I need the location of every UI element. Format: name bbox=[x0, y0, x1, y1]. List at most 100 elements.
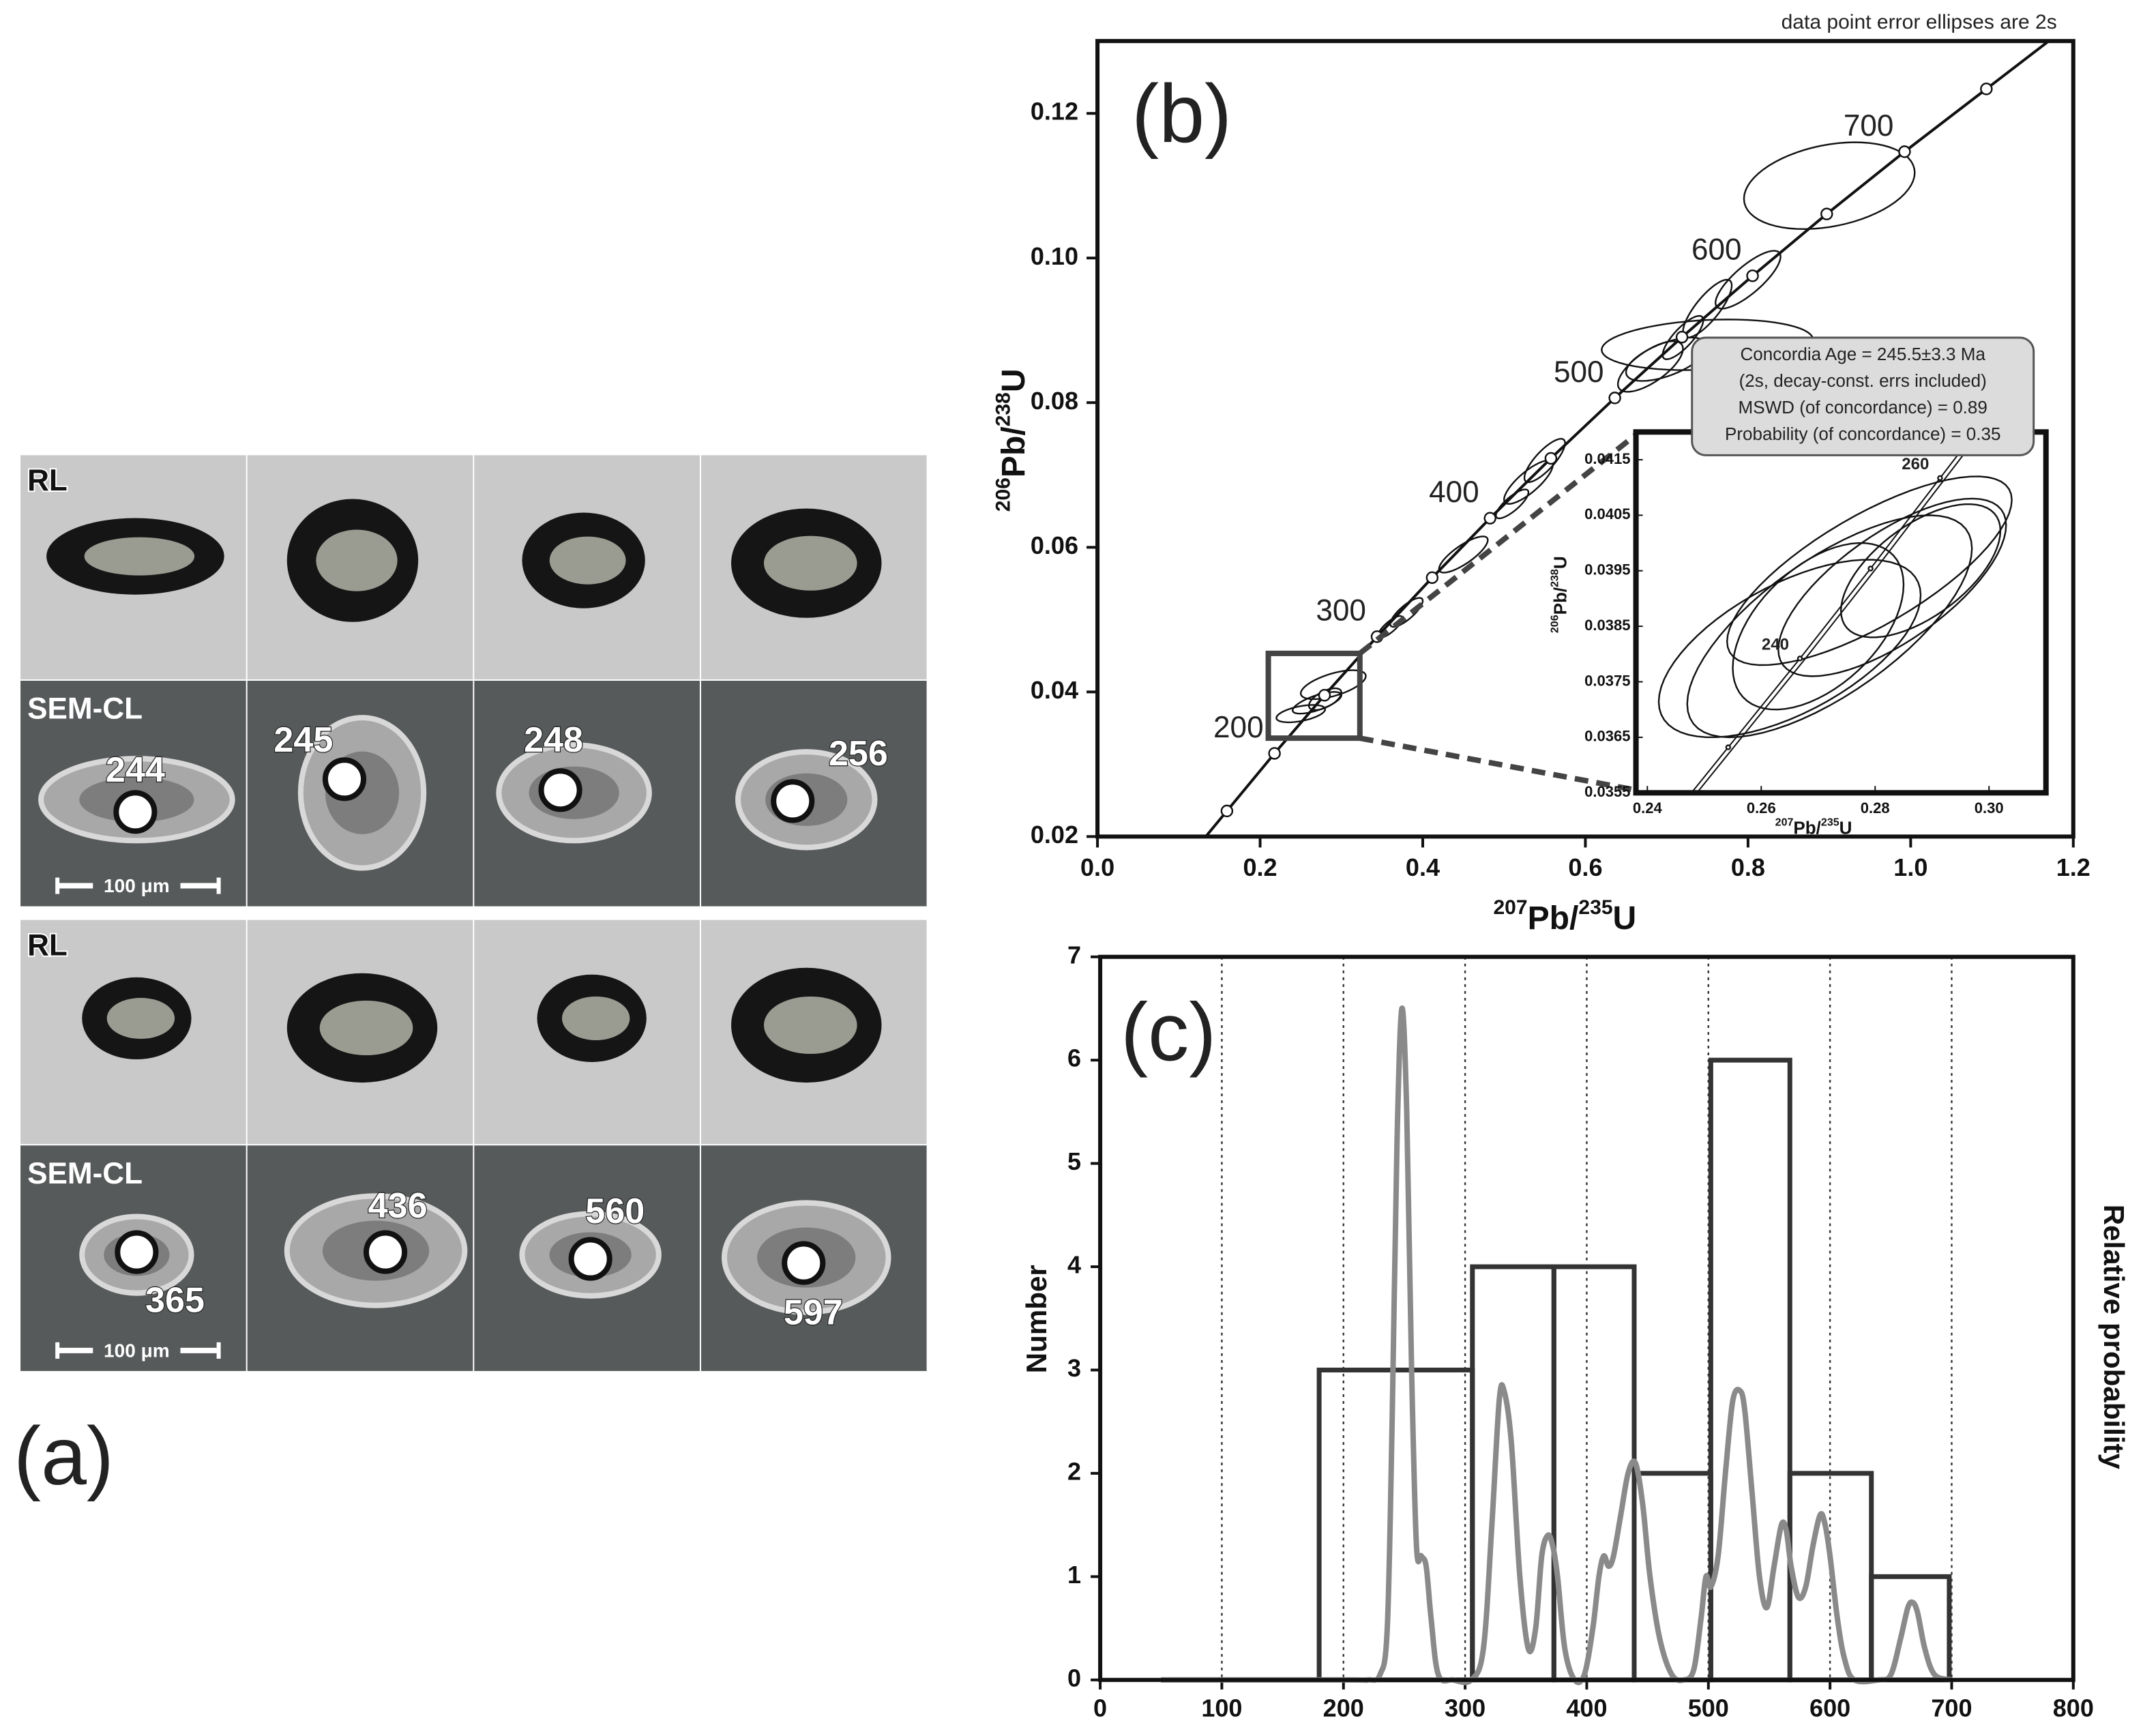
concordia-marker bbox=[1797, 656, 1803, 662]
concordia: 200 300 400 500 600 700 bbox=[1204, 41, 2052, 837]
error-ellipse bbox=[1616, 340, 1684, 393]
x-tick-label: 0.6 bbox=[1568, 853, 1602, 881]
concordia-marker bbox=[1867, 565, 1874, 572]
spot bbox=[113, 790, 158, 834]
spot bbox=[322, 757, 367, 801]
spot bbox=[568, 1237, 612, 1281]
ellipses bbox=[1657, 475, 2013, 739]
axis-label-element: Pb/ bbox=[1528, 900, 1579, 937]
y-tick-label: 0.06 bbox=[1031, 531, 1078, 559]
x-tick-label: 0.2 bbox=[1243, 853, 1277, 881]
annotation-line: MSWD (of concordance) = 0.89 bbox=[1739, 397, 1987, 417]
spot-age: 560 bbox=[585, 1192, 645, 1231]
spot bbox=[771, 779, 815, 823]
axis-label-mass: 207 bbox=[1775, 816, 1794, 829]
inset-y-tick-label: 0.0405 bbox=[1584, 505, 1630, 523]
cl-label: SEM-CL bbox=[27, 1157, 143, 1190]
x-tick-label: 0 bbox=[1093, 1694, 1107, 1722]
age-label: 240 bbox=[1762, 635, 1789, 653]
axis-label: 207Pb/235U bbox=[1493, 896, 1636, 937]
inset-y-tick-label: 0.0375 bbox=[1584, 672, 1630, 689]
concordia-marker bbox=[1425, 571, 1439, 585]
error-ellipse bbox=[1307, 687, 1342, 711]
axis-label-element: U bbox=[1550, 556, 1571, 569]
crystal-core bbox=[316, 529, 398, 591]
x-tick-label: 600 bbox=[1809, 1694, 1850, 1722]
age-label: 600 bbox=[1691, 233, 1742, 267]
plot-frame bbox=[1095, 39, 2075, 839]
inset-y-tick-label: 0.0355 bbox=[1584, 783, 1630, 800]
annotation-box bbox=[1691, 336, 2035, 456]
spot bbox=[782, 1241, 826, 1285]
x-tick-label: 0.4 bbox=[1406, 853, 1440, 881]
rl-label: RL bbox=[27, 464, 68, 497]
axis-label-mass: 235 bbox=[1821, 816, 1839, 829]
scale-bg bbox=[93, 1338, 181, 1363]
age-label: 260 bbox=[1902, 455, 1929, 473]
axis-label-element: U bbox=[995, 368, 1032, 392]
error-ellipse bbox=[1275, 704, 1327, 724]
axis-label: 206Pb/238U bbox=[992, 368, 1032, 512]
spot bbox=[364, 1230, 408, 1274]
inset-y-tick-label: 0.0365 bbox=[1584, 728, 1630, 745]
axis-label-element: U bbox=[1613, 900, 1637, 937]
y-tick-label: 5 bbox=[1067, 1147, 1081, 1175]
axis-label-element: U bbox=[1839, 818, 1852, 838]
annotation-line: (2s, decay-const. errs included) bbox=[1739, 370, 1987, 391]
concordia-marker bbox=[1980, 83, 1993, 95]
x-tick-label: 700 bbox=[1931, 1694, 1972, 1722]
x-tick-label: 300 bbox=[1445, 1694, 1486, 1722]
y-tick-label: 7 bbox=[1067, 941, 1081, 969]
x-tick-label: 500 bbox=[1688, 1694, 1729, 1722]
age-label: 700 bbox=[1844, 109, 1894, 143]
x-tick-label: 0.8 bbox=[1731, 853, 1765, 881]
error-ellipse bbox=[1657, 559, 1922, 738]
scale-label: 100 μm bbox=[104, 1340, 170, 1361]
y-tick-label: 3 bbox=[1067, 1354, 1081, 1382]
concordia-marker bbox=[1544, 452, 1558, 465]
spot-age: 244 bbox=[106, 750, 165, 790]
spot bbox=[538, 768, 582, 812]
crystal-core bbox=[763, 535, 857, 591]
concordia-marker bbox=[1898, 145, 1911, 158]
panel-label: (a) bbox=[14, 1411, 114, 1502]
axis-label-mass: 206 bbox=[992, 477, 1014, 512]
annotation-line: Probability (of concordance) = 0.35 bbox=[1725, 424, 2000, 444]
x-tick-label: 1.2 bbox=[2056, 853, 2090, 881]
inset-y-tick-label: 0.0415 bbox=[1584, 450, 1630, 467]
axis-label-mass: 238 bbox=[1549, 569, 1561, 587]
axis-label-mass: 207 bbox=[1493, 896, 1527, 919]
x-tick-label: 800 bbox=[2053, 1694, 2094, 1722]
crystal-core bbox=[561, 996, 630, 1040]
axis-label-mass: 206 bbox=[1549, 615, 1561, 633]
error-ellipse bbox=[1732, 542, 1905, 711]
spot-age: 436 bbox=[368, 1186, 428, 1226]
spot-age: 248 bbox=[524, 720, 583, 760]
crystal-core bbox=[763, 996, 857, 1055]
inset-x-tick-label: 0.28 bbox=[1861, 799, 1890, 816]
axis-label-mass: 238 bbox=[992, 392, 1014, 426]
y-tick-label: 0.08 bbox=[1031, 387, 1078, 415]
x-tick-label: 1.0 bbox=[1893, 853, 1927, 881]
inset-x-tick-label: 0.24 bbox=[1633, 799, 1663, 816]
error-ellipse bbox=[1777, 497, 2007, 677]
error-ellipse bbox=[1299, 669, 1367, 701]
concordia-marker bbox=[1608, 392, 1621, 404]
axis-label-element: Pb/ bbox=[1793, 818, 1821, 838]
panel-label: (b) bbox=[1132, 68, 1232, 160]
axis-label-element: Pb/ bbox=[1550, 587, 1571, 615]
axis-label-element: Pb/ bbox=[995, 426, 1032, 477]
probability-curve bbox=[1161, 1005, 1953, 1686]
spot-age: 365 bbox=[145, 1280, 205, 1320]
axis-label: 207Pb/235U bbox=[1775, 816, 1852, 838]
concordia-marker bbox=[1220, 804, 1234, 818]
annotation-line: Concordia Age = 245.5±3.3 Ma bbox=[1740, 344, 1985, 364]
rl-label: RL bbox=[27, 928, 68, 962]
x-tick-label: 200 bbox=[1323, 1694, 1364, 1722]
inset-y-tick-label: 0.0385 bbox=[1584, 617, 1630, 634]
inset-x-tick-label: 0.30 bbox=[1975, 799, 2004, 816]
y-axis-label: Number bbox=[1020, 1265, 1052, 1373]
concordia-marker bbox=[1483, 512, 1496, 525]
axis-label: 206Pb/238U bbox=[1549, 556, 1571, 633]
